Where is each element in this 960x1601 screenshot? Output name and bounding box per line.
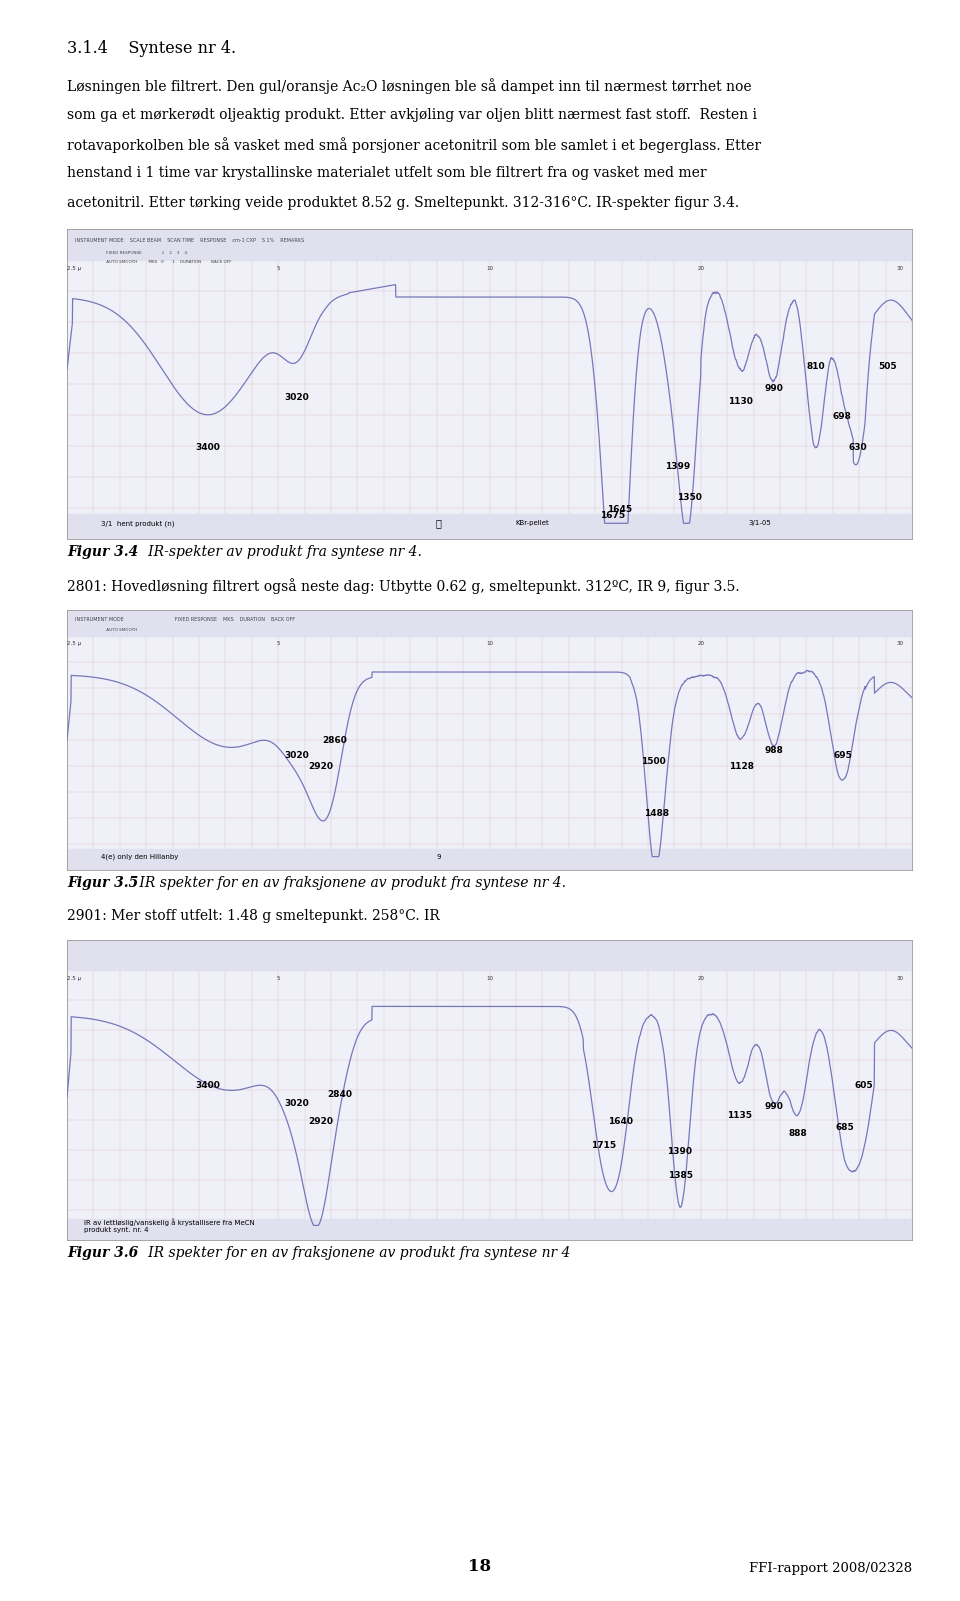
Text: henstand i 1 time var krystallinske materialet utfelt som ble filtrert fra og va: henstand i 1 time var krystallinske mate… (67, 167, 707, 181)
Bar (67, 849, 912, 869)
Text: 20: 20 (697, 977, 705, 981)
Text: IR spekter for en av fraksjonene av produkt fra syntese nr 4.: IR spekter for en av fraksjonene av prod… (135, 876, 566, 890)
Text: 2860: 2860 (323, 736, 347, 744)
Text: 990: 990 (764, 384, 783, 394)
Text: Figur 3.5: Figur 3.5 (67, 876, 138, 890)
Text: 2920: 2920 (308, 762, 333, 770)
Text: 30: 30 (897, 640, 903, 645)
Text: IR spekter for en av fraksjonene av produkt fra syntese nr 4: IR spekter for en av fraksjonene av prod… (135, 1247, 570, 1260)
Text: 10: 10 (486, 640, 493, 645)
Text: 10: 10 (486, 977, 493, 981)
Text: 2.5 µ: 2.5 µ (67, 266, 81, 271)
Text: 3.1.4    Syntese nr 4.: 3.1.4 Syntese nr 4. (67, 40, 236, 58)
Text: 3/1  hent produkt (n): 3/1 hent produkt (n) (101, 520, 175, 527)
Text: Løsningen ble filtrert. Den gul/oransje Ac₂O løsningen ble så dampet inn til nær: Løsningen ble filtrert. Den gul/oransje … (67, 78, 752, 94)
Text: 3020: 3020 (285, 1100, 309, 1108)
Text: 2920: 2920 (308, 1117, 333, 1127)
Text: 3400: 3400 (196, 1081, 220, 1090)
Text: 1390: 1390 (667, 1148, 692, 1156)
Text: INSTRUMENT MODE    SCALE BEAM    SCAN TIME    RESPONSE    cm-1 CXP    S 1%    RE: INSTRUMENT MODE SCALE BEAM SCAN TIME RES… (76, 239, 304, 243)
Text: 630: 630 (849, 443, 867, 451)
Text: Figur 3.6: Figur 3.6 (67, 1247, 138, 1260)
Text: AUTO SMOOTH         MKS   0       1    DURATION        BACK OFF: AUTO SMOOTH MKS 0 1 DURATION BACK OFF (76, 259, 232, 264)
Text: 1130: 1130 (729, 397, 753, 405)
Text: 20: 20 (697, 640, 705, 645)
Text: 5: 5 (276, 266, 280, 271)
Text: 695: 695 (833, 751, 852, 760)
Text: 9: 9 (437, 853, 441, 860)
Text: acetonitril. Etter tørking veide produktet 8.52 g. Smeltepunkt. 312-316°C. IR-sp: acetonitril. Etter tørking veide produkt… (67, 195, 739, 210)
Text: 1385: 1385 (668, 1172, 693, 1180)
Text: 2801: Hovedløsning filtrert også neste dag: Utbytte 0.62 g, smeltepunkt. 312ºC, : 2801: Hovedløsning filtrert også neste d… (67, 578, 739, 594)
Text: 1675: 1675 (600, 511, 625, 520)
Text: 988: 988 (764, 746, 783, 756)
Text: 3/1-05: 3/1-05 (749, 520, 771, 527)
Text: 30: 30 (897, 977, 903, 981)
Text: 1135: 1135 (727, 1111, 752, 1121)
Text: rotavaporkolben ble så vasket med små porsjoner acetonitril som ble samlet i et : rotavaporkolben ble så vasket med små po… (67, 138, 761, 152)
Text: IR av lettløslig/vanskelig å krystallisere fra MeCN
produkt synt. nr. 4: IR av lettløslig/vanskelig å krystallise… (84, 1218, 254, 1233)
Bar (67, 1220, 912, 1241)
Text: 5: 5 (276, 640, 280, 645)
Bar (67, 610, 912, 636)
Text: 1500: 1500 (641, 757, 666, 765)
Text: 1715: 1715 (590, 1142, 616, 1151)
Text: 685: 685 (836, 1124, 854, 1132)
Text: 18: 18 (468, 1558, 492, 1575)
Text: 1399: 1399 (665, 461, 690, 471)
Text: INSTRUMENT MODE                                  FIXED RESPONSE    MKS    DURATI: INSTRUMENT MODE FIXED RESPONSE MKS DURAT… (76, 618, 296, 623)
Text: 1128: 1128 (729, 762, 754, 770)
Text: 2840: 2840 (326, 1090, 351, 1100)
Text: 20: 20 (697, 266, 705, 271)
Text: 3020: 3020 (285, 751, 309, 760)
Text: 605: 605 (854, 1081, 874, 1090)
Text: Figur 3.4: Figur 3.4 (67, 544, 138, 559)
Bar (67, 514, 912, 540)
Text: 990: 990 (764, 1103, 783, 1111)
Text: KBr-pellet: KBr-pellet (515, 520, 548, 527)
Text: 2.5 µ: 2.5 µ (67, 640, 81, 645)
Bar (67, 229, 912, 259)
Text: Ⓒ: Ⓒ (436, 519, 442, 528)
Text: 2901: Mer stoff utfelt: 1.48 g smeltepunkt. 258°C. IR: 2901: Mer stoff utfelt: 1.48 g smeltepun… (67, 909, 440, 924)
Text: 1640: 1640 (609, 1117, 634, 1127)
Text: FIXED RESPONSE                1    2    3    4: FIXED RESPONSE 1 2 3 4 (76, 250, 187, 255)
Text: AUTO SMOOTH: AUTO SMOOTH (76, 628, 137, 632)
Text: 3020: 3020 (285, 394, 309, 402)
Text: IR-spekter av produkt fra syntese nr 4.: IR-spekter av produkt fra syntese nr 4. (135, 544, 421, 559)
Text: 3400: 3400 (196, 443, 220, 451)
Text: 2.5 µ: 2.5 µ (67, 977, 81, 981)
Text: 698: 698 (832, 411, 852, 421)
Text: 30: 30 (897, 266, 903, 271)
Text: 888: 888 (788, 1129, 806, 1138)
Bar (67, 940, 912, 970)
Text: 1488: 1488 (644, 809, 669, 818)
Text: 1350: 1350 (677, 493, 702, 501)
Text: 1645: 1645 (608, 504, 633, 514)
Text: FFI-rapport 2008/02328: FFI-rapport 2008/02328 (749, 1563, 912, 1575)
Text: 4(e) only den Hillanby: 4(e) only den Hillanby (101, 853, 179, 860)
Text: 10: 10 (486, 266, 493, 271)
Text: som ga et mørkerødt oljeaktig produkt. Etter avkjøling var oljen blitt nærmest f: som ga et mørkerødt oljeaktig produkt. E… (67, 107, 757, 122)
Text: 810: 810 (806, 362, 825, 371)
Text: 505: 505 (878, 362, 897, 371)
Text: 5: 5 (276, 977, 280, 981)
